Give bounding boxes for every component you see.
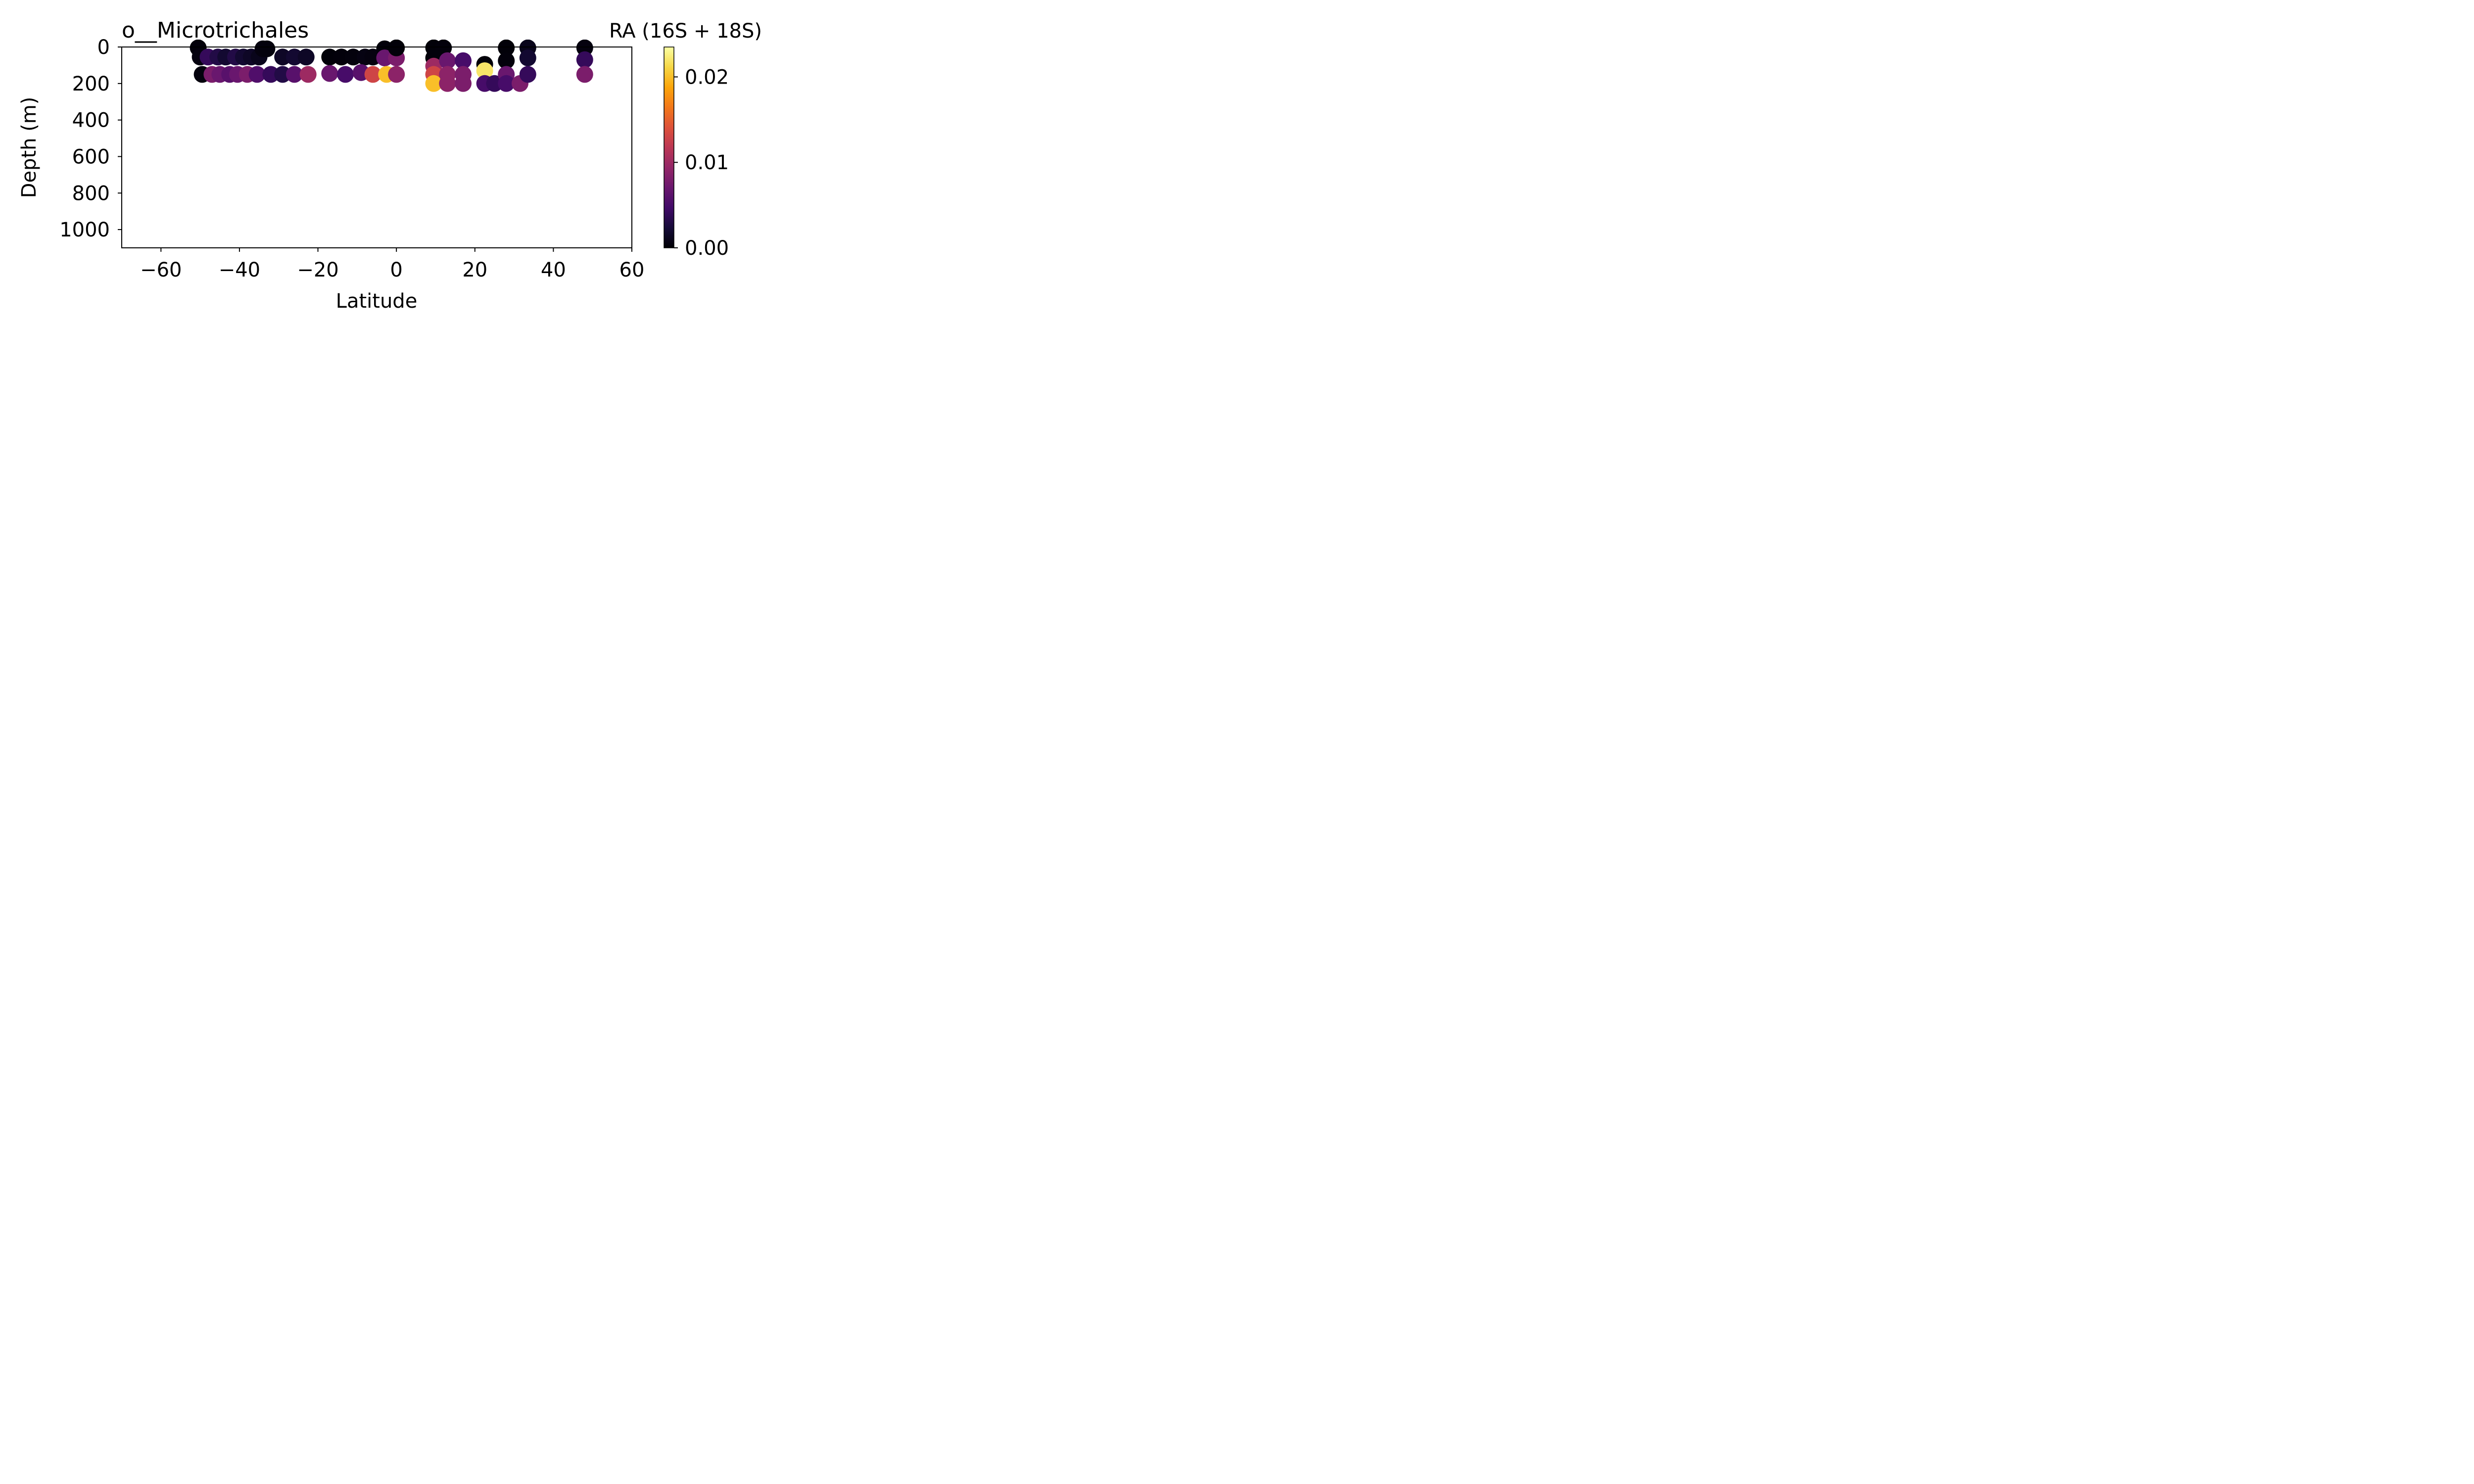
- y-tick-label: 800: [72, 182, 110, 205]
- data-point: [364, 66, 381, 83]
- data-point: [344, 48, 362, 66]
- x-tick-label: −60: [140, 259, 182, 281]
- data-point: [476, 62, 493, 79]
- data-point: [333, 48, 350, 66]
- data-point: [299, 66, 317, 83]
- data-point: [376, 49, 393, 67]
- x-tick-label: 60: [619, 259, 645, 281]
- data-point: [388, 66, 405, 83]
- x-axis-label: Latitude: [336, 290, 418, 313]
- data-point: [486, 75, 503, 92]
- data-point: [498, 40, 515, 56]
- x-tick-label: −40: [219, 259, 260, 281]
- data-point: [498, 75, 515, 92]
- colorbar-tick-label: 0.01: [685, 151, 729, 174]
- colorbar: [664, 46, 674, 248]
- data-point: [321, 65, 338, 82]
- data-point: [498, 52, 515, 69]
- data-point: [576, 51, 593, 68]
- data-point: [337, 66, 354, 83]
- data-point: [286, 48, 303, 66]
- x-tick-label: 20: [462, 259, 487, 281]
- data-point: [388, 40, 405, 56]
- data-point: [321, 48, 338, 66]
- data-point: [258, 40, 276, 57]
- data-point: [519, 49, 536, 67]
- x-tick-label: 40: [541, 259, 566, 281]
- colorbar-title: RA (16S + 18S): [609, 20, 762, 43]
- y-axis: 0 200 400 600 800 1000: [59, 36, 122, 241]
- colorbar-tick-label: 0.00: [685, 237, 729, 260]
- y-tick-label: 400: [72, 109, 110, 132]
- chart-title: o__Microtrichales: [122, 18, 309, 43]
- x-tick-label: 0: [390, 259, 402, 281]
- data-point: [248, 66, 266, 83]
- x-axis: −60 −40 −20 0 20 40 60: [140, 248, 644, 281]
- y-axis-label: Depth (m): [18, 97, 41, 198]
- data-point: [455, 75, 472, 92]
- y-tick-label: 200: [72, 73, 110, 95]
- data-point: [262, 66, 280, 83]
- y-tick-label: 0: [97, 36, 110, 59]
- colorbar-tick-label: 0.02: [685, 66, 729, 89]
- y-tick-label: 1000: [59, 219, 110, 241]
- data-point: [519, 66, 536, 83]
- data-point: [297, 48, 315, 66]
- data-point: [576, 40, 593, 56]
- plot-frame: [121, 46, 632, 248]
- data-point: [274, 66, 291, 83]
- colorbar-ticks: 0.00 0.01 0.02: [674, 66, 729, 260]
- data-point: [439, 52, 456, 69]
- data-point: [439, 75, 456, 92]
- scatter-points: [190, 40, 593, 92]
- depth-latitude-scatter-chart: o__Microtrichales RA (16S + 18S) −60 −40−…: [18, 18, 762, 313]
- data-point: [274, 48, 291, 66]
- x-tick-label: −20: [297, 259, 338, 281]
- data-point: [286, 66, 303, 83]
- y-tick-label: 600: [72, 145, 110, 168]
- data-point: [455, 52, 472, 69]
- data-point: [425, 75, 442, 92]
- data-point: [576, 66, 593, 83]
